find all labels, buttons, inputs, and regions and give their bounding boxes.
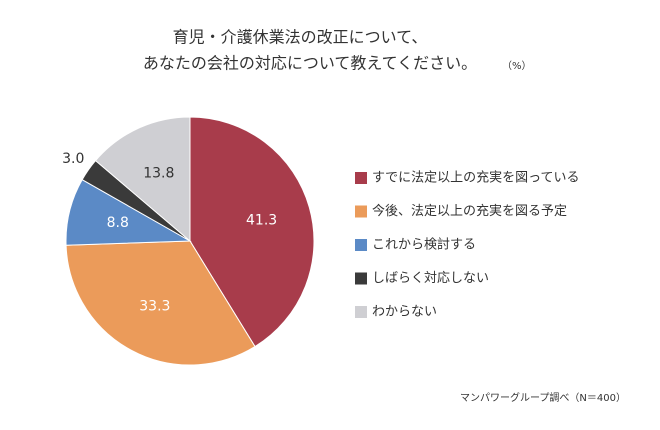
data-label: 8.8 bbox=[107, 215, 129, 231]
data-label: 3.0 bbox=[62, 151, 84, 167]
legend-swatch bbox=[355, 239, 367, 251]
legend-swatch bbox=[355, 172, 367, 184]
legend-label: しばらく対応しない bbox=[372, 271, 489, 286]
legend-swatch bbox=[355, 205, 367, 218]
data-label: 33.3 bbox=[139, 299, 170, 315]
legend-label: すでに法定以上の充実を図っている bbox=[372, 170, 579, 186]
unit-label: （%） bbox=[502, 60, 532, 72]
data-label: 41.3 bbox=[246, 213, 277, 229]
chart-title: 育児・介護休業法の改正について、 bbox=[173, 28, 428, 47]
pie-slice bbox=[65, 240, 256, 366]
chart-title: あなたの会社の対応について教えてください。 bbox=[143, 54, 477, 73]
pie-slice bbox=[94, 116, 191, 243]
legend-swatch bbox=[355, 306, 367, 318]
data-label: 13.8 bbox=[143, 165, 174, 181]
legend-label: 今後、法定以上の充実を図る予定 bbox=[372, 203, 567, 219]
legend-label: わからない bbox=[372, 305, 437, 320]
pie-slice bbox=[189, 116, 315, 348]
legend-label: これから検討する bbox=[372, 237, 476, 253]
legend-swatch bbox=[355, 272, 367, 285]
source-note: マンパワーグループ調べ（N＝400） bbox=[460, 391, 626, 404]
